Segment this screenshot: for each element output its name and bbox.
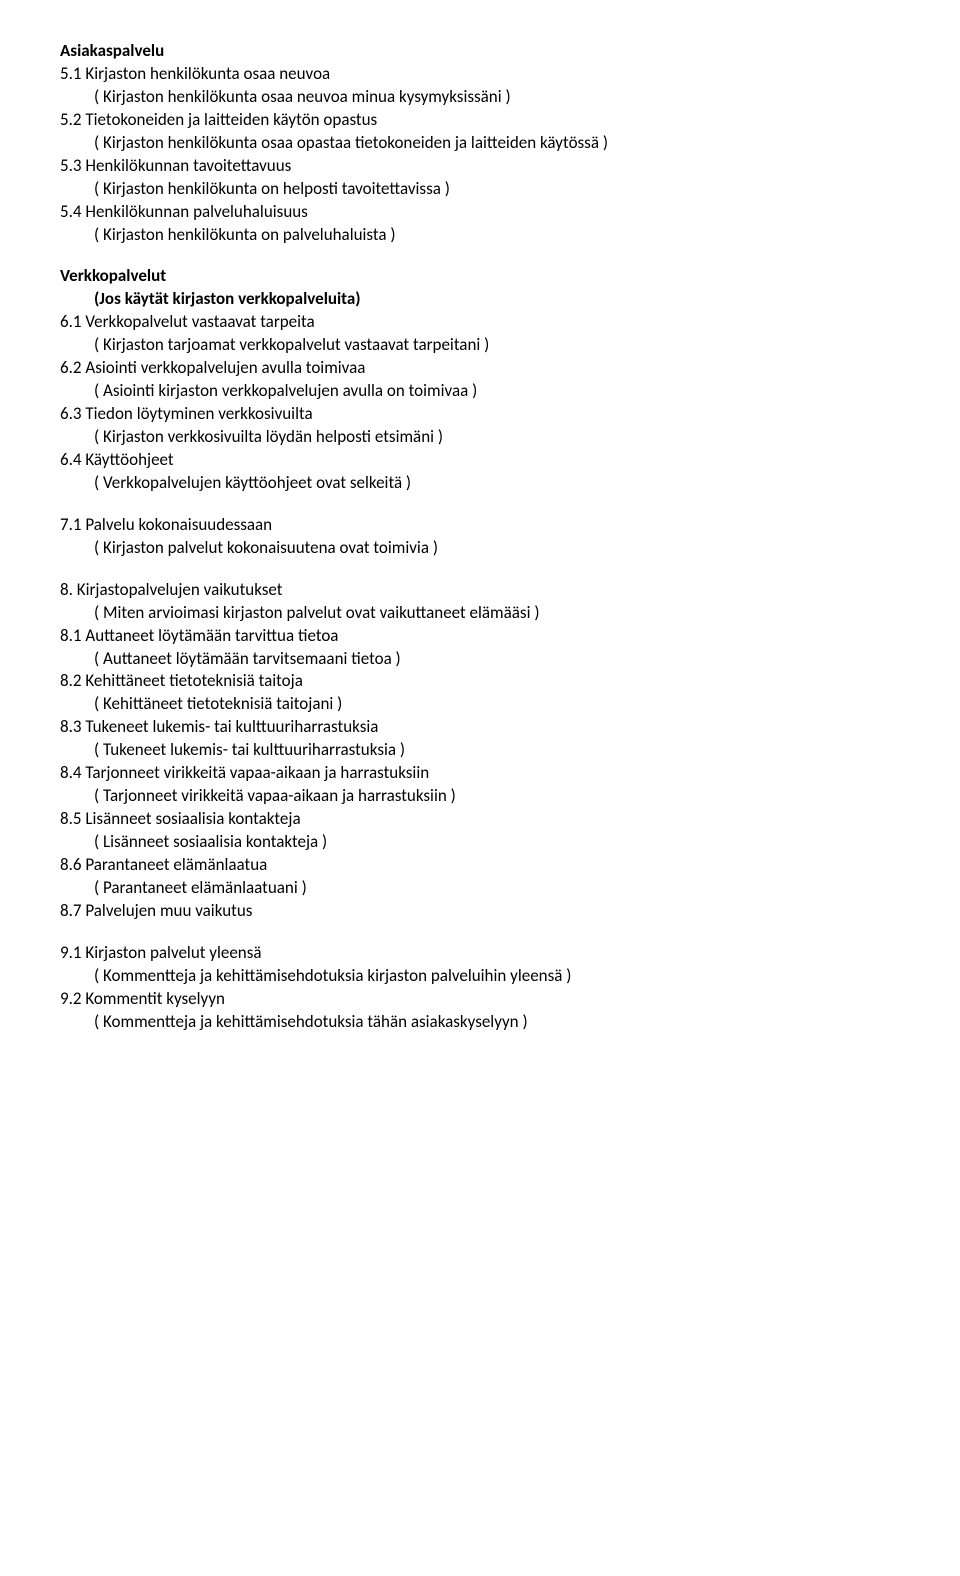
item-label: Henkilökunnan palveluhaluisuus xyxy=(85,201,307,222)
section-heading: Verkkopalvelut xyxy=(60,265,900,288)
list-item: 6.1 Verkkopalvelut vastaavat tarpeita xyxy=(60,311,900,334)
item-label: Tietokoneiden ja laitteiden käytön opast… xyxy=(85,109,377,130)
list-item: 8.7 Palvelujen muu vaikutus xyxy=(60,900,900,923)
list-item: 5.4 Henkilökunnan palveluhaluisuus xyxy=(60,201,900,224)
item-label: Tarjonneet virikkeitä vapaa-aikaan ja ha… xyxy=(85,762,429,783)
item-label: Kehittäneet tietoteknisiä taitoja xyxy=(85,670,302,691)
list-item: 5.2 Tietokoneiden ja laitteiden käytön o… xyxy=(60,109,900,132)
item-sub: ( Kommentteja ja kehittämisehdotuksia tä… xyxy=(60,1011,900,1034)
item-sub: ( Auttaneet löytämään tarvitsemaani tiet… xyxy=(60,648,900,671)
spacer xyxy=(60,923,900,942)
item-sub: ( Kehittäneet tietoteknisiä taitojani ) xyxy=(60,693,900,716)
item-sub: ( Kommentteja ja kehittämisehdotuksia ki… xyxy=(60,965,900,988)
list-item: 5.1 Kirjaston henkilökunta osaa neuvoa xyxy=(60,63,900,86)
spacer xyxy=(60,560,900,579)
item-num: 5.3 xyxy=(60,155,82,176)
item-num: 8.1 xyxy=(60,625,82,646)
list-item: 5.3 Henkilökunnan tavoitettavuus xyxy=(60,155,900,178)
section-heading: Asiakaspalvelu xyxy=(60,40,900,63)
spacer xyxy=(60,495,900,514)
item-label: Auttaneet löytämään tarvittua tietoa xyxy=(85,625,338,646)
item-label: Henkilökunnan tavoitettavuus xyxy=(85,155,291,176)
item-num: 7.1 xyxy=(60,514,82,535)
item-num: 8. xyxy=(60,579,73,600)
item-label: Tiedon löytyminen verkkosivuilta xyxy=(85,403,312,424)
item-sub: ( Kirjaston henkilökunta osaa opastaa ti… xyxy=(60,132,900,155)
item-label: Palvelujen muu vaikutus xyxy=(85,900,252,921)
list-item: 7.1 Palvelu kokonaisuudessaan xyxy=(60,514,900,537)
item-label: Kommentit kyselyyn xyxy=(85,988,225,1009)
item-label: Kirjastopalvelujen vaikutukset xyxy=(77,579,283,600)
list-item: 8. Kirjastopalvelujen vaikutukset xyxy=(60,579,900,602)
item-sub: ( Kirjaston henkilökunta osaa neuvoa min… xyxy=(60,86,900,109)
item-sub: ( Lisänneet sosiaalisia kontakteja ) xyxy=(60,831,900,854)
item-num: 8.7 xyxy=(60,900,82,921)
item-num: 8.2 xyxy=(60,670,82,691)
item-sub: ( Kirjaston henkilökunta on palveluhalui… xyxy=(60,224,900,247)
item-label: Käyttöohjeet xyxy=(85,449,173,470)
item-sub: ( Kirjaston henkilökunta on helposti tav… xyxy=(60,178,900,201)
section-subtitle: (Jos käytät kirjaston verkkopalveluita) xyxy=(60,288,900,311)
item-num: 6.4 xyxy=(60,449,82,470)
item-num: 6.1 xyxy=(60,311,82,332)
item-label: Asiointi verkkopalvelujen avulla toimiva… xyxy=(85,357,365,378)
item-sub: ( Tukeneet lukemis- tai kulttuuriharrast… xyxy=(60,739,900,762)
list-item: 8.2 Kehittäneet tietoteknisiä taitoja xyxy=(60,670,900,693)
item-num: 6.3 xyxy=(60,403,82,424)
item-label: Verkkopalvelut vastaavat tarpeita xyxy=(85,311,314,332)
item-num: 8.4 xyxy=(60,762,82,783)
item-sub: ( Verkkopalvelujen käyttöohjeet ovat sel… xyxy=(60,472,900,495)
item-num: 8.3 xyxy=(60,716,82,737)
item-num: 9.2 xyxy=(60,988,82,1009)
item-num: 5.1 xyxy=(60,63,82,84)
item-num: 5.2 xyxy=(60,109,82,130)
item-num: 8.5 xyxy=(60,808,82,829)
item-sub: ( Tarjonneet virikkeitä vapaa-aikaan ja … xyxy=(60,785,900,808)
list-item: 8.3 Tukeneet lukemis- tai kulttuuriharra… xyxy=(60,716,900,739)
item-label: Kirjaston palvelut yleensä xyxy=(85,942,261,963)
item-sub: ( Miten arvioimasi kirjaston palvelut ov… xyxy=(60,602,900,625)
item-sub: ( Kirjaston palvelut kokonaisuutena ovat… xyxy=(60,537,900,560)
list-item: 6.3 Tiedon löytyminen verkkosivuilta xyxy=(60,403,900,426)
list-item: 8.5 Lisänneet sosiaalisia kontakteja xyxy=(60,808,900,831)
item-num: 6.2 xyxy=(60,357,82,378)
item-label: Parantaneet elämänlaatua xyxy=(85,854,267,875)
list-item: 8.1 Auttaneet löytämään tarvittua tietoa xyxy=(60,625,900,648)
item-sub: ( Asiointi kirjaston verkkopalvelujen av… xyxy=(60,380,900,403)
item-num: 5.4 xyxy=(60,201,82,222)
list-item: 6.4 Käyttöohjeet xyxy=(60,449,900,472)
list-item: 9.2 Kommentit kyselyyn xyxy=(60,988,900,1011)
item-label: Tukeneet lukemis- tai kulttuuriharrastuk… xyxy=(85,716,378,737)
item-label: Lisänneet sosiaalisia kontakteja xyxy=(85,808,300,829)
item-num: 8.6 xyxy=(60,854,82,875)
list-item: 8.4 Tarjonneet virikkeitä vapaa-aikaan j… xyxy=(60,762,900,785)
spacer xyxy=(60,246,900,265)
item-num: 9.1 xyxy=(60,942,82,963)
item-sub: ( Parantaneet elämänlaatuani ) xyxy=(60,877,900,900)
list-item: 6.2 Asiointi verkkopalvelujen avulla toi… xyxy=(60,357,900,380)
list-item: 9.1 Kirjaston palvelut yleensä xyxy=(60,942,900,965)
list-item: 8.6 Parantaneet elämänlaatua xyxy=(60,854,900,877)
item-sub: ( Kirjaston tarjoamat verkkopalvelut vas… xyxy=(60,334,900,357)
item-sub: ( Kirjaston verkkosivuilta löydän helpos… xyxy=(60,426,900,449)
item-label: Palvelu kokonaisuudessaan xyxy=(85,514,272,535)
item-label: Kirjaston henkilökunta osaa neuvoa xyxy=(85,63,330,84)
